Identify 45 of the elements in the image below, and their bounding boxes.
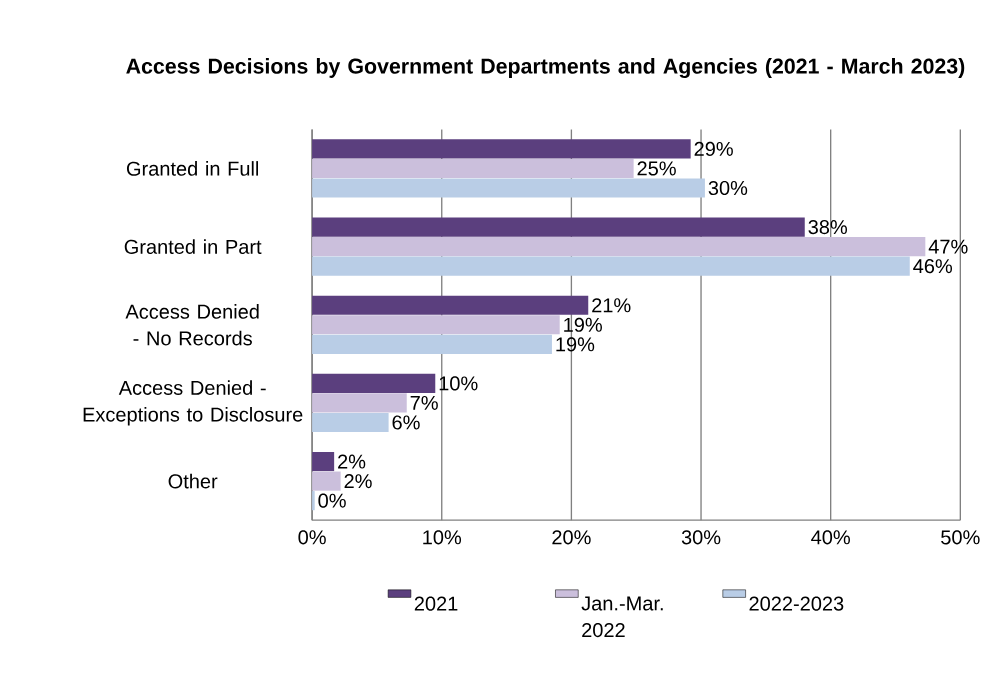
bar (312, 471, 341, 491)
data-label: 29% (694, 141, 733, 157)
bar (312, 412, 389, 433)
bar (312, 217, 805, 237)
bar (312, 256, 910, 276)
data-label: 0% (318, 493, 346, 508)
x-tick-label: 0% (298, 530, 326, 545)
y-tick-label: Granted in Part (124, 239, 262, 254)
bar (312, 237, 926, 257)
bar (312, 295, 589, 315)
data-label: 38% (808, 220, 848, 235)
data-label: 47% (928, 239, 968, 254)
data-label: 21% (592, 298, 631, 313)
legend-label: 2022-2023 (749, 596, 844, 611)
bar (312, 139, 691, 159)
data-label: 19% (564, 317, 602, 332)
y-tick-label: Access Denied - Exceptions to Disclosure (83, 380, 303, 426)
data-label: 19% (556, 337, 595, 352)
bar (312, 158, 634, 179)
bar (312, 315, 560, 335)
data-label: 2% (344, 474, 372, 489)
legend-label: Jan.-Mar. 2022 (581, 596, 663, 638)
y-tick-label: Granted in Full (126, 161, 259, 176)
data-label: 46% (913, 259, 953, 274)
bar (312, 178, 705, 198)
bar (312, 373, 436, 394)
x-tick-label: 40% (811, 530, 850, 545)
y-tick-label: Other (168, 473, 218, 489)
bar (312, 334, 552, 354)
data-label: 30% (708, 180, 748, 196)
data-label: 10% (439, 376, 478, 391)
chart-title: Access Decisions by Government Departments and Agencies (2021 - March 2023) (126, 58, 965, 79)
bar (312, 491, 315, 511)
legend-label: 2021 (414, 596, 458, 611)
bar (312, 393, 407, 413)
x-tick-label: 20% (552, 530, 591, 545)
x-tick-label: 10% (423, 530, 462, 545)
bar (312, 452, 335, 472)
x-tick-label: 30% (681, 530, 721, 545)
data-label: 7% (410, 396, 438, 410)
y-tick-label: Access Denied - No Records (125, 304, 259, 346)
data-label: 25% (637, 161, 676, 176)
x-tick-label: 50% (941, 530, 980, 545)
data-label: 6% (392, 415, 420, 430)
data-label: 2% (338, 454, 366, 469)
